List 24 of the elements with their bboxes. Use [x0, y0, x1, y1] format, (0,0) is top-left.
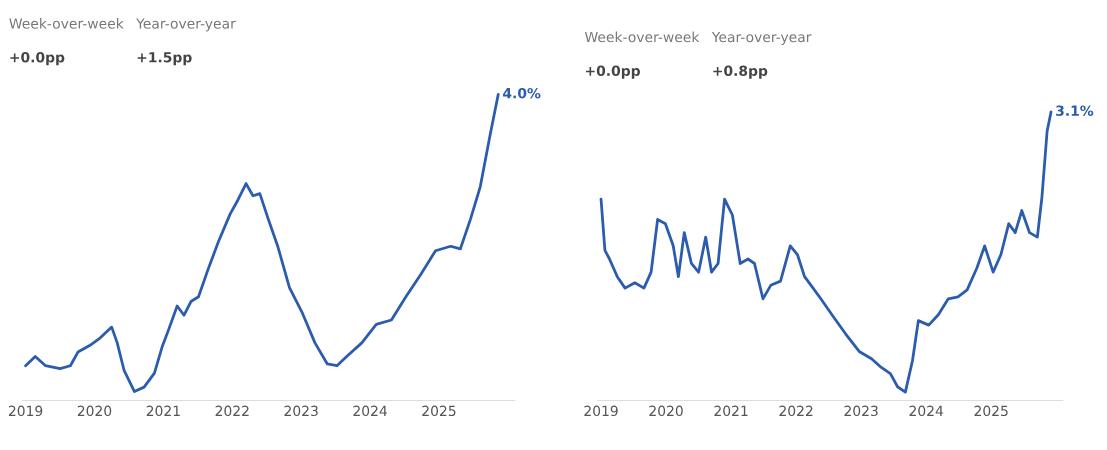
x-tick-label: 2022	[779, 405, 813, 417]
text: +0.0pp	[10, 52, 65, 66]
x-tick-label: 2019	[8, 405, 43, 417]
x-tick-label: 2020	[77, 405, 112, 417]
x-tick-label: 2021	[146, 405, 180, 417]
text: Week-over-week	[9, 18, 124, 29]
x-tick-label: 2023	[844, 405, 878, 417]
text: +0.8pp	[713, 65, 768, 79]
x-tick-label: 2025	[974, 405, 1008, 417]
x-tick-label: 2019	[584, 405, 618, 417]
x-tick-label: 2023	[284, 405, 318, 417]
text: +1.5pp	[137, 52, 192, 66]
text: Year-over-year	[136, 18, 236, 32]
x-tick-label: 2021	[714, 405, 748, 417]
x-tick-label: 2024	[353, 405, 387, 417]
annotation: 4.0%	[503, 87, 541, 99]
text: +0.0pp	[585, 65, 640, 79]
x-tick-label: 2024	[909, 405, 944, 417]
x-tick-label: 2025	[422, 405, 456, 417]
text: Week-over-week	[584, 31, 700, 43]
annotation: 3.1%	[1056, 105, 1094, 116]
text: Year-over-year	[711, 31, 812, 45]
x-tick-label: 2020	[649, 405, 683, 417]
x-tick-label: 2022	[215, 405, 249, 417]
